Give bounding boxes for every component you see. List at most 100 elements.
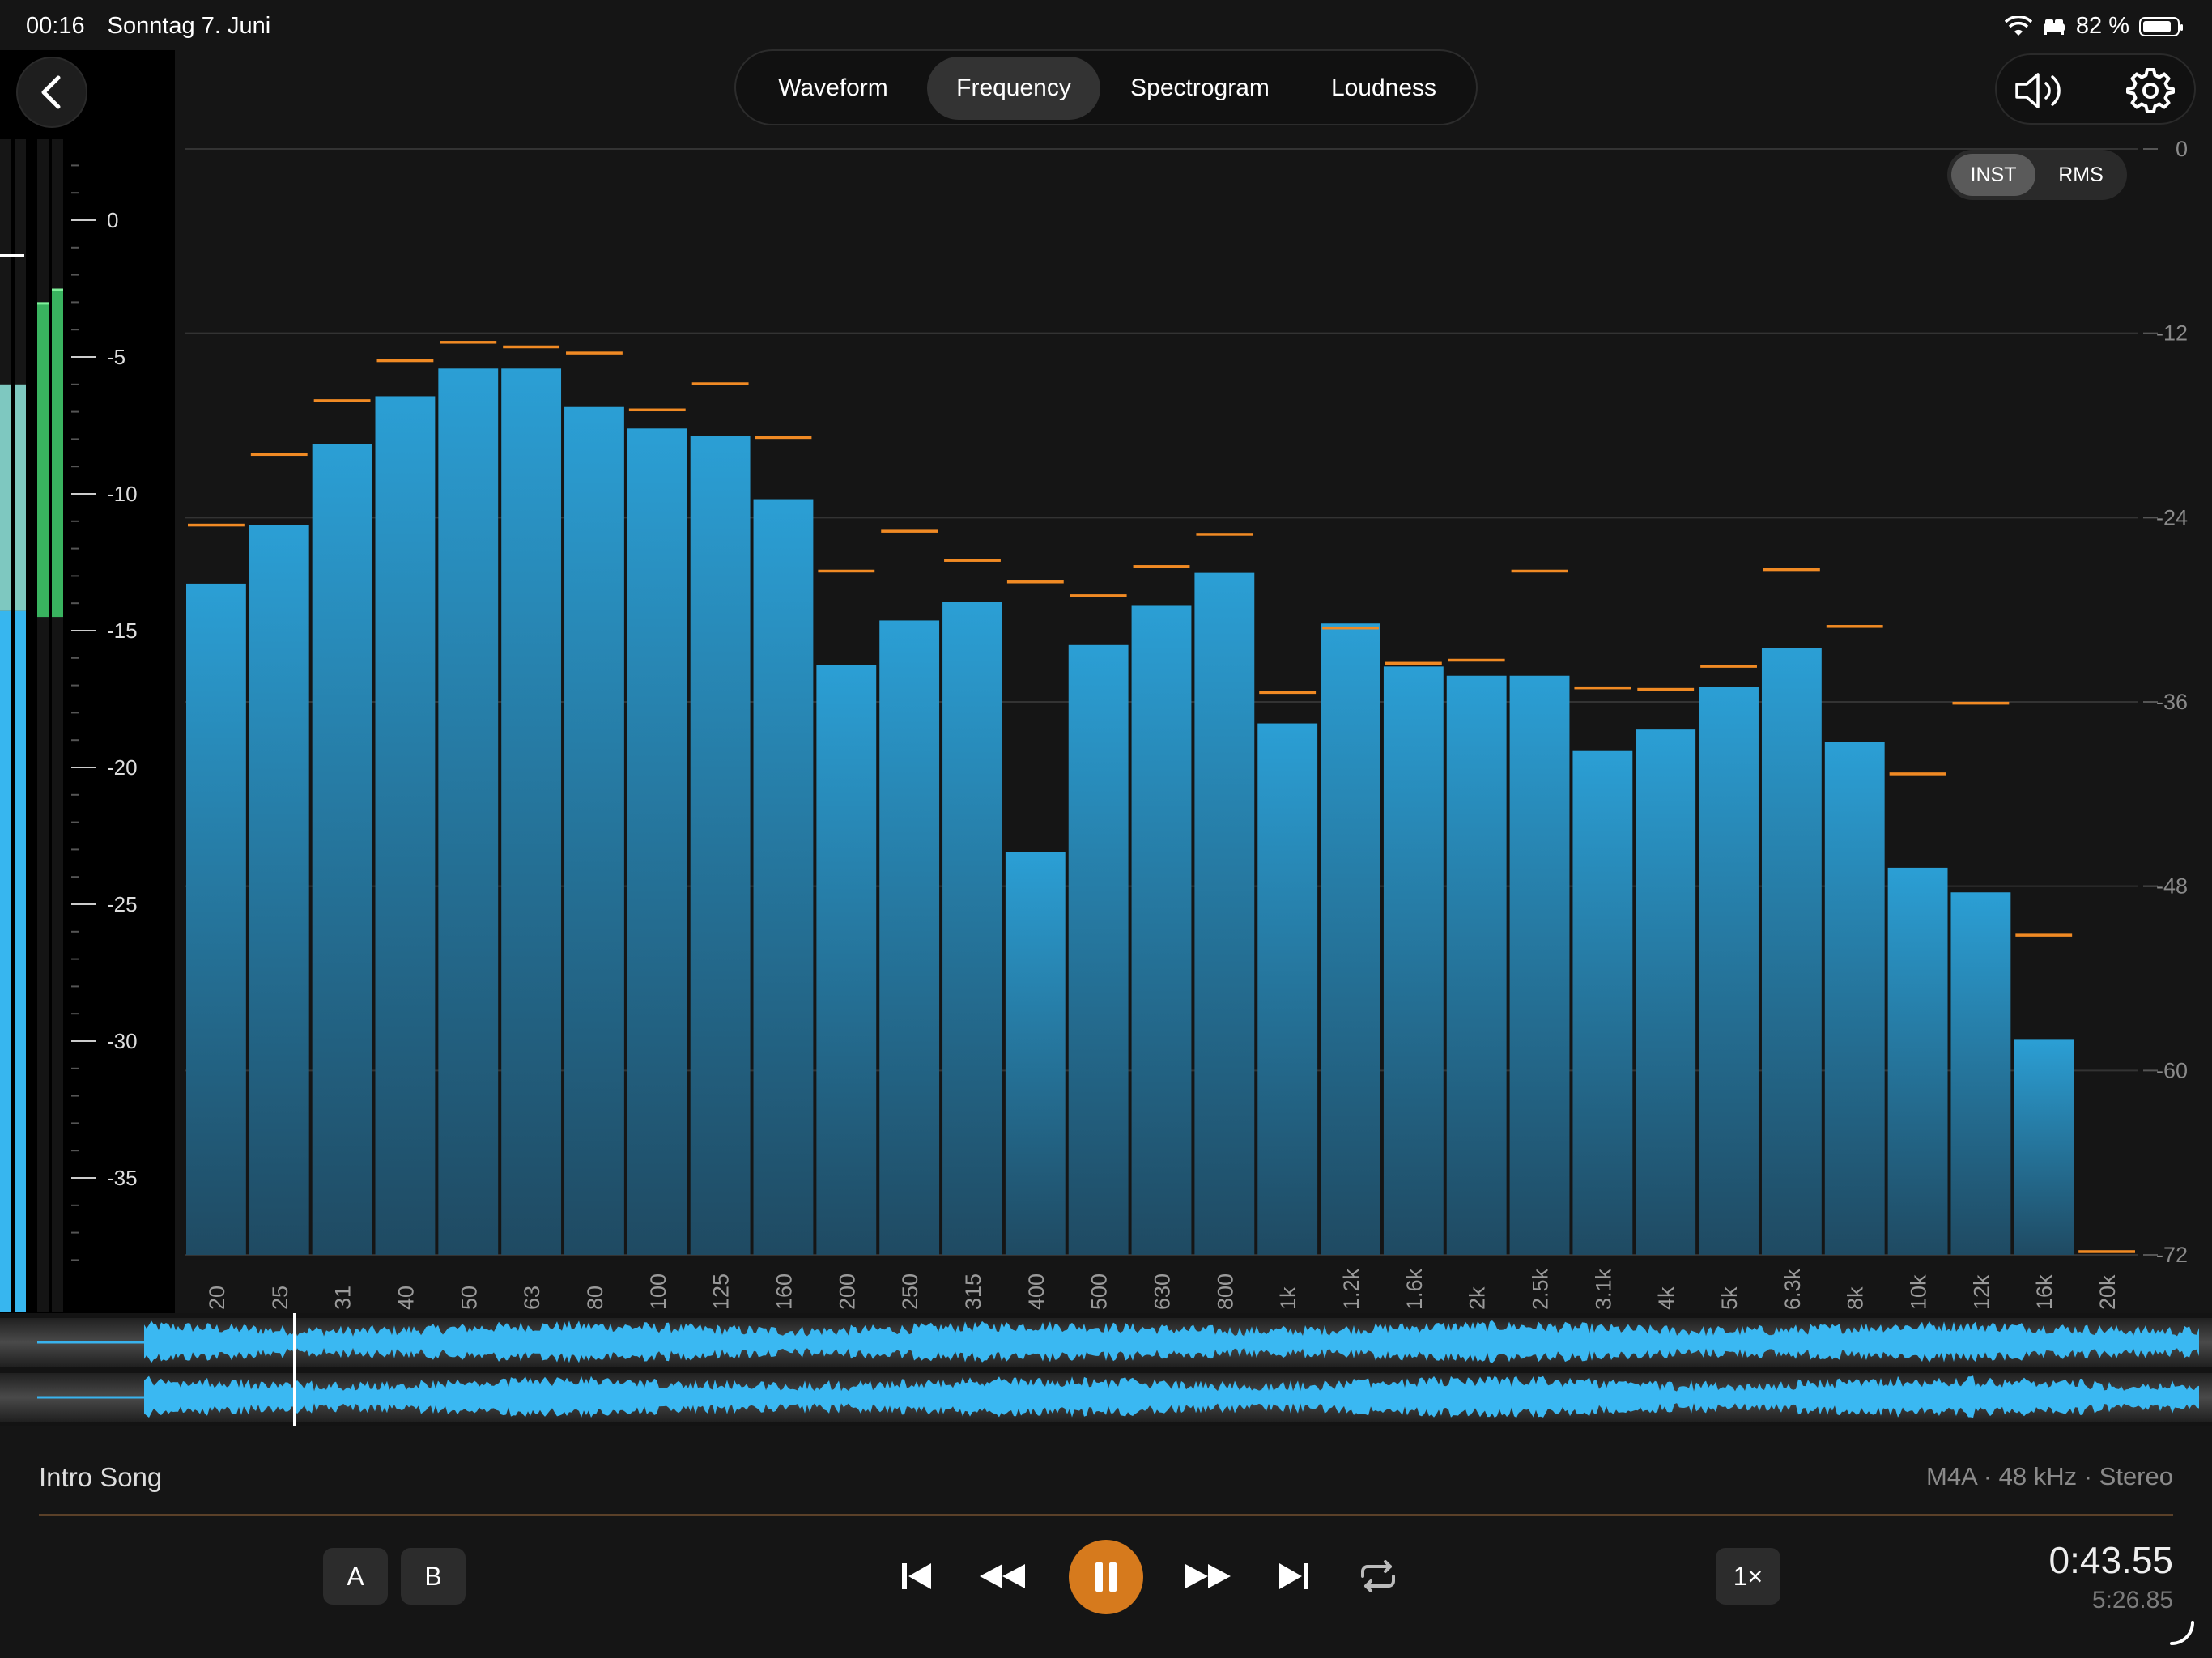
battery-percent: 82 % [2075, 13, 2129, 39]
meter-peak-green [37, 302, 49, 305]
meter-tick-label: -25 [107, 892, 138, 916]
gear-icon [2126, 68, 2175, 113]
tab-spectrogram[interactable]: Spectrogram [1130, 74, 1270, 101]
peak-marker [1952, 701, 2010, 705]
fast-forward-button[interactable] [1176, 1548, 1240, 1605]
x-tick-label: 10k [1907, 1274, 1931, 1310]
skip-forward-button[interactable] [1261, 1548, 1326, 1605]
meter-tick-label: -15 [107, 619, 138, 643]
frequency-chart: 20 25 31 40 50 63 80 100 125 160 200 250 315 400 500 63… [0, 137, 2188, 1312]
back-button[interactable] [16, 57, 87, 128]
peak-marker [1385, 661, 1442, 665]
peak-marker [1511, 569, 1568, 573]
tab-frequency[interactable]: Frequency [927, 57, 1100, 120]
x-tick-label: 40 [393, 1286, 418, 1310]
bar [1824, 742, 1885, 1255]
waveform-overview[interactable] [0, 1313, 2212, 1426]
skip-back-button[interactable] [884, 1548, 949, 1605]
x-tick-label: 12k [1969, 1274, 1993, 1310]
level-meter: 0 -5 -10 -15 -20 -25 -30 -35 [0, 139, 138, 1312]
rewind-button[interactable] [970, 1548, 1035, 1605]
rms-option[interactable]: RMS [2058, 164, 2104, 186]
y-tick-label: 0 [2176, 137, 2188, 161]
pause-button[interactable] [1069, 1540, 1143, 1614]
bar [1131, 605, 1192, 1255]
bar [879, 620, 940, 1255]
peak-marker [818, 569, 875, 573]
x-tick-label: 5k [1717, 1286, 1742, 1310]
bar [1509, 675, 1570, 1255]
wifi-icon [2004, 15, 2032, 36]
settings-button[interactable] [2123, 63, 2178, 118]
chart-peaks [188, 341, 2135, 1253]
current-time: 0:43.55 [2048, 1539, 2173, 1581]
x-tick-label: 20 [205, 1286, 229, 1310]
x-tick-label: 63 [520, 1286, 544, 1310]
peak-marker [1574, 686, 1631, 690]
volume-button[interactable] [2013, 63, 2068, 118]
resize-handle-icon [2170, 1621, 2194, 1645]
bar [1257, 723, 1318, 1255]
x-tick-label: 16k [2032, 1274, 2057, 1310]
meter-tick-label: -5 [107, 345, 125, 369]
peak-marker [944, 559, 1001, 562]
x-tick-label: 25 [268, 1286, 292, 1310]
status-time: 00:16 [26, 13, 85, 39]
track-format: M4A · 48 kHz · Stereo [1926, 1462, 2173, 1490]
x-tick-label: 100 [646, 1273, 670, 1310]
bar [753, 499, 814, 1255]
loop-a-button[interactable]: A [323, 1548, 388, 1605]
bar [1446, 675, 1507, 1255]
meter-tick-label: -10 [107, 482, 138, 506]
track-info: Intro Song M4A · 48 kHz · Stereo [0, 1426, 2212, 1516]
bar [1761, 648, 1822, 1255]
status-date: Sonntag 7. Juni [107, 13, 271, 39]
y-tick-label: -12 [2156, 321, 2188, 346]
bar [312, 444, 372, 1255]
bar [186, 583, 246, 1255]
speed-button[interactable]: 1× [1716, 1548, 1780, 1605]
x-tick-label: 250 [898, 1273, 922, 1310]
meter-fill [15, 610, 26, 1312]
meter-peak-green [52, 288, 63, 291]
loop-b-button[interactable]: B [401, 1548, 466, 1605]
bar [816, 665, 877, 1255]
inst-option[interactable]: INST [1951, 154, 2035, 196]
bar [1005, 852, 1066, 1255]
x-tick-label: 2.5k [1529, 1268, 1553, 1310]
x-tick-label: 400 [1024, 1273, 1049, 1310]
repeat-button[interactable] [1346, 1548, 1410, 1605]
skip-back-icon [902, 1563, 931, 1589]
inst-rms-toggle: INST RMS [1947, 150, 2127, 200]
meter-tick-label: -35 [107, 1166, 138, 1190]
peak-marker [1826, 625, 1883, 628]
x-tick-label: 2k [1465, 1286, 1490, 1310]
x-tick-label: 315 [961, 1273, 985, 1310]
tab-loudness[interactable]: Loudness [1330, 74, 1437, 101]
x-tick-label: 8k [1844, 1286, 1868, 1310]
meter-fill-upper [15, 384, 26, 611]
pause-icon [1095, 1562, 1117, 1592]
status-right: 82 % [2004, 13, 2183, 40]
view-tabs: Waveform Frequency Spectrogram Loudness [734, 49, 1478, 125]
y-tick-label: -48 [2156, 874, 2188, 899]
meter-fill-green [37, 302, 49, 618]
peak-marker [755, 436, 812, 440]
waveform-channel [144, 1320, 2199, 1363]
tab-waveform[interactable]: Waveform [778, 74, 888, 101]
peak-marker [691, 382, 749, 385]
bar [1068, 644, 1129, 1255]
peak-marker [503, 345, 560, 349]
peak-marker [628, 408, 686, 412]
peak-marker [1006, 580, 1064, 584]
bar [375, 396, 436, 1256]
peak-marker [250, 453, 308, 457]
status-bar: 00:16 Sonntag 7. Juni 82 % [0, 0, 2212, 50]
bar [249, 525, 309, 1255]
speaker-icon [2015, 73, 2061, 108]
rewind-icon [980, 1564, 1025, 1588]
y-tick-label: -36 [2156, 690, 2188, 714]
bar [2014, 1039, 2074, 1255]
meter-fill-upper [0, 384, 11, 611]
